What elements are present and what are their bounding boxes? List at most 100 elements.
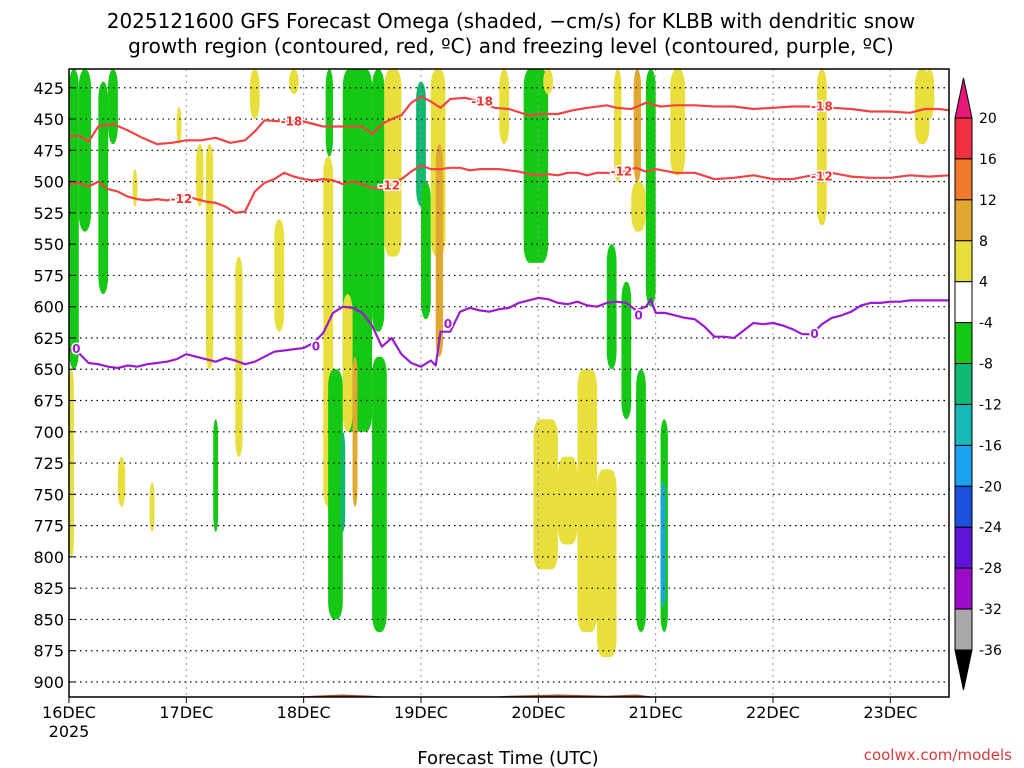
omega-region-green [621, 281, 632, 420]
colorbar-label: -28 [979, 561, 1002, 577]
colorbar-label: -8 [979, 357, 993, 373]
colorbar-segment [954, 363, 973, 405]
contour-label: -12 [171, 192, 193, 206]
omega-region-teal [340, 431, 346, 532]
y-tick-label: 875 [33, 642, 64, 661]
omega-region-green [213, 419, 219, 532]
omega-region-yellow [384, 69, 402, 257]
contour-label: -12 [611, 165, 633, 179]
omega-region-green [372, 69, 385, 332]
y-tick-label: 700 [33, 423, 64, 442]
dgz-top-minus18-contour [69, 95, 949, 146]
freezing-level-0C-contour [69, 296, 949, 370]
y-tick-label: 900 [33, 673, 64, 692]
omega-region-yellow [235, 256, 243, 457]
contour-label: -12 [378, 178, 400, 192]
omega-region-yellow [342, 294, 353, 432]
colorbar-label: -20 [979, 479, 1002, 495]
credit-text: coolwx.com/models [864, 746, 1012, 764]
colorbar-segment [954, 117, 973, 160]
x-tick-label: 16DEC [42, 703, 96, 722]
colorbar-segment [954, 526, 973, 569]
omega-region-green [636, 369, 646, 632]
chart-title-line2: growth region (contoured, red, ºC) and f… [128, 34, 894, 58]
y-tick-label: 600 [33, 298, 64, 317]
omega-region-green [78, 69, 91, 232]
omega-region-green [372, 356, 387, 632]
omega-region-yellow [597, 469, 617, 657]
omega-region-green [523, 69, 549, 263]
contour-label: 0 [810, 327, 818, 341]
y-tick-label: 725 [33, 454, 64, 473]
plot-frame [68, 68, 950, 698]
omega-region-yellow [289, 69, 299, 95]
colorbar-segment [954, 567, 973, 610]
contour-lines [69, 95, 949, 370]
x-axis: 16DEC 17DEC 18DEC 19DEC 20DEC 21DEC 22DEC 23DEC… [42, 697, 917, 741]
x-tick-label: 21DEC [629, 703, 683, 722]
contour-label: -12 [811, 170, 833, 184]
colorbar-segment [954, 240, 973, 283]
omega-region-yellow [577, 369, 597, 632]
omega-region-orange [633, 69, 641, 182]
plot-background [69, 69, 949, 697]
y-tick-label: 650 [33, 360, 64, 379]
y-tick-label: 550 [33, 235, 64, 254]
y-tick-label: 850 [33, 610, 64, 629]
contour-label: 0 [444, 317, 452, 331]
colorbar-segment [954, 158, 973, 201]
y-tick-label: 825 [33, 579, 64, 598]
y-tick-label: 750 [33, 485, 64, 504]
omega-region-yellow [924, 69, 935, 120]
x-tick-label: 20DEC [511, 703, 565, 722]
dgz-bottom-minus12-contour [69, 164, 949, 214]
omega-region-yellow [205, 144, 214, 370]
omega-region-green [108, 69, 118, 145]
omega-region-teal [416, 81, 426, 207]
y-tick-label: 500 [33, 173, 64, 192]
y-tick-label: 525 [33, 204, 64, 223]
contour-label: -18 [471, 95, 493, 109]
contour-label: 0 [312, 340, 320, 354]
chart-title-line1: 2025121600 GFS Forecast Omega (shaded, −… [107, 9, 916, 33]
omega-region-yellow [499, 69, 509, 145]
omega-region-orange [435, 144, 443, 357]
colorbar-label: -36 [979, 643, 1002, 659]
contour-labels: -18 -18 -18 -12 -12 -12 -12 0 0 0 0 0 [71, 93, 835, 358]
y-tick-label: 775 [33, 517, 64, 536]
omega-region-yellow [614, 69, 622, 182]
contour-label: -18 [811, 100, 833, 114]
contour-label: 0 [72, 342, 80, 356]
terrain-area [69, 694, 949, 697]
x-axis-label: Forecast Time (UTC) [417, 748, 598, 768]
colorbar-label: 4 [979, 275, 988, 291]
y-axis: 425 450 475 500 525 550 575 600 625 650 675 700 725 7… [33, 79, 75, 692]
colorbar-bottom-arrow [954, 649, 973, 691]
omega-region-yellow [117, 456, 126, 507]
omega-region-green [325, 69, 333, 157]
omega-region-yellow [249, 69, 260, 120]
omega-region-yellow [196, 144, 204, 207]
colorbar-label: -16 [979, 438, 1002, 454]
omega-region-yellow [670, 69, 685, 176]
y-tick-label: 625 [33, 329, 64, 348]
omega-region-yellow [533, 419, 558, 570]
omega-region-green [69, 69, 79, 370]
colorbar-label: -32 [979, 602, 1002, 618]
x-year-label: 2025 [49, 722, 90, 741]
y-tick-label: 450 [33, 110, 64, 129]
x-tick-label: 23DEC [863, 703, 917, 722]
omega-region-yellow [557, 456, 578, 545]
y-tick-label: 800 [33, 548, 64, 567]
omega-region-cyan [660, 481, 666, 607]
omega-region-green [645, 69, 656, 307]
omega-region-green [98, 81, 109, 295]
colorbar-label: 12 [979, 193, 997, 209]
y-tick-label: 425 [33, 79, 64, 98]
colorbar: 20 16 12 8 4 -4 -8 -12 -16 -20 -24 -28 -32 -36 [954, 77, 1002, 691]
omega-region-yellow [631, 181, 646, 232]
contour-label: -18 [281, 115, 303, 129]
colorbar-label: 16 [979, 152, 997, 168]
x-tick-label: 18DEC [277, 703, 331, 722]
